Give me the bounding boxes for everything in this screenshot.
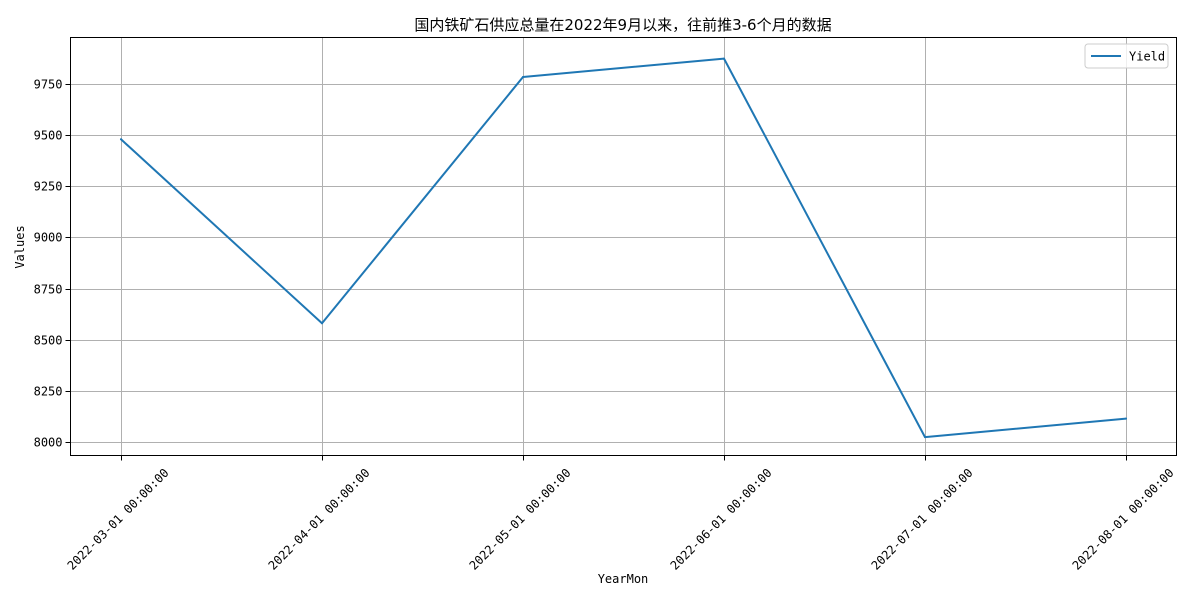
data-point: [1125, 417, 1127, 420]
plot-frame: [70, 37, 1177, 456]
legend-label-yield: Yield: [1129, 50, 1165, 64]
legend-box: [1084, 43, 1169, 69]
data-point: [522, 76, 524, 78]
x-tick-label: 2022-08-01 00:00:00: [1070, 466, 1177, 573]
y-tick-label: 9000: [34, 231, 63, 245]
series-line-yield: [120, 57, 1127, 439]
y-axis-label: Values: [13, 225, 27, 268]
y-tick-label: 9500: [34, 129, 63, 143]
x-tick-label: 2022-06-01 00:00:00: [668, 466, 775, 573]
data-point: [321, 322, 323, 325]
chart-title: 国内铁矿石供应总量在2022年9月以来，往前推3-6个月的数据: [414, 16, 831, 34]
x-tick-label: 2022-03-01 00:00:00: [65, 466, 172, 573]
y-tick-label: 9250: [34, 180, 63, 194]
grid: [70, 37, 1177, 456]
x-tick-label: 2022-07-01 00:00:00: [869, 466, 976, 573]
data-point: [723, 57, 725, 60]
x-axis-label: YearMon: [598, 572, 649, 586]
y-tick-label: 8750: [34, 283, 63, 297]
x-tick-label: 2022-04-01 00:00:00: [266, 466, 373, 573]
legend: Yield: [1084, 43, 1169, 69]
x-axis-ticks: 2022-03-01 00:00:00 2022-04-01 00:00:00 20…: [65, 455, 1177, 573]
data-point: [924, 436, 926, 439]
data-point: [120, 138, 122, 141]
y-tick-label: 8250: [34, 385, 63, 399]
series-layer: [120, 57, 1127, 439]
x-tick-label: 2022-05-01 00:00:00: [467, 466, 574, 573]
y-tick-label: 9750: [34, 78, 63, 92]
y-tick-label: 8000: [34, 436, 63, 450]
y-tick-label: 8500: [34, 334, 63, 348]
y-axis-ticks: 8000 8250 8500 8750 9000 9250 9500 9750: [34, 78, 71, 450]
